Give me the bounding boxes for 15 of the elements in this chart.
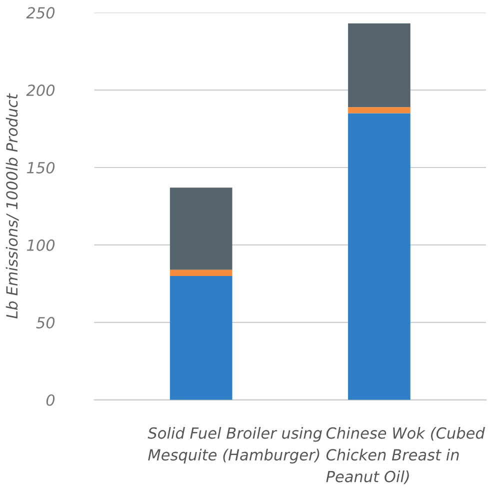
bar	[170, 188, 232, 270]
y-tick-label: 0	[46, 394, 55, 406]
bar	[348, 23, 410, 108]
y-tick-label: 50	[36, 316, 55, 328]
bar	[348, 113, 410, 400]
y-tick-label: 250	[26, 7, 55, 19]
bar	[170, 270, 232, 276]
y-tick-label: 100	[26, 239, 55, 251]
y-tick-label: 150	[26, 162, 55, 174]
y-axis-title: Lb Emissions/ 1000lb Product	[6, 93, 19, 318]
x-tick-label: Solid Fuel Broiler using Mesquite (Hamburger)	[148, 426, 322, 464]
bar	[170, 276, 232, 400]
x-tick-label: Chinese Wok (Cubed Chicken Breast in Peanut Oil)	[326, 426, 486, 484]
y-tick-label: 200	[26, 84, 55, 96]
bar	[348, 107, 410, 114]
